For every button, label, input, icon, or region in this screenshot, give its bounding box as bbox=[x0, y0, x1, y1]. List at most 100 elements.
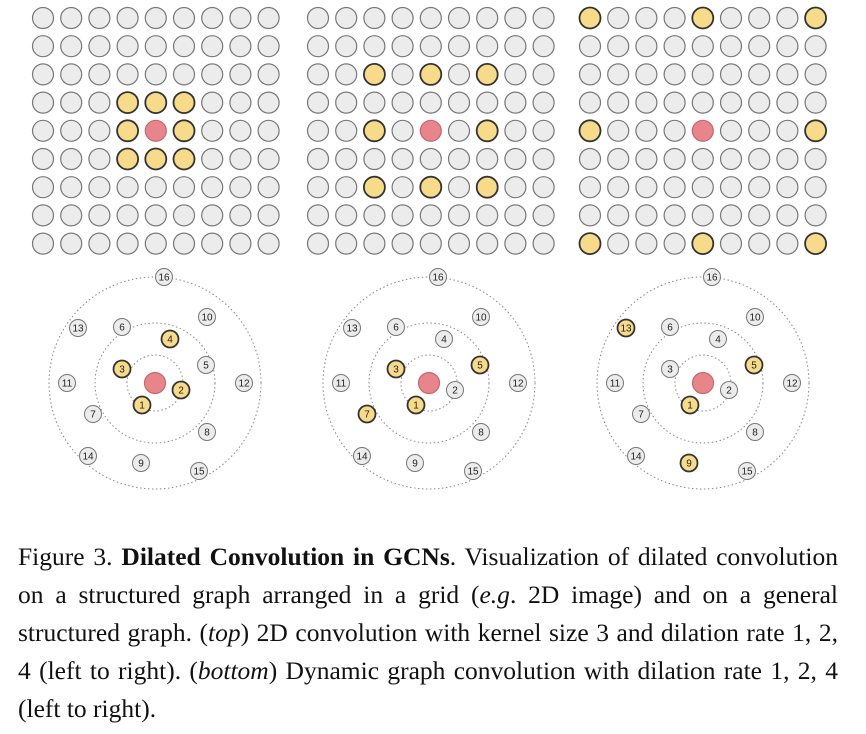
graph-node-label: 13 bbox=[72, 324, 84, 335]
grid-node bbox=[691, 63, 714, 86]
grid-node bbox=[476, 147, 499, 171]
graph-node-7: 7 bbox=[84, 405, 102, 423]
grid-node bbox=[306, 35, 330, 58]
graph-node-label: 16 bbox=[706, 273, 718, 284]
graph-node-circle bbox=[343, 319, 361, 337]
grid-node bbox=[306, 63, 330, 86]
graph-node-11: 11 bbox=[606, 374, 624, 392]
graph-node-label: 1 bbox=[139, 401, 145, 412]
grid-node bbox=[88, 119, 111, 142]
grid-node bbox=[419, 91, 442, 114]
graph-node-circle bbox=[429, 268, 447, 286]
grid-node bbox=[144, 176, 167, 199]
grid-node bbox=[116, 6, 139, 30]
graph-node-circle bbox=[387, 318, 405, 336]
graph-ring-3 bbox=[48, 276, 262, 490]
grid-neighbor-node bbox=[172, 147, 196, 171]
graph-node-label: 6 bbox=[667, 323, 673, 334]
grid-node bbox=[504, 176, 527, 199]
grid-node bbox=[663, 176, 686, 199]
graph-node-circle bbox=[661, 318, 679, 336]
grid-node bbox=[335, 147, 358, 171]
grid-node bbox=[60, 204, 83, 227]
grid-node bbox=[60, 119, 83, 142]
grid-node bbox=[476, 35, 499, 58]
grid-node bbox=[607, 6, 630, 30]
grid-node bbox=[804, 147, 827, 171]
graph-node-label: 13 bbox=[620, 324, 632, 335]
graph-node-label: 1 bbox=[413, 401, 419, 412]
grid-node bbox=[476, 91, 499, 114]
graph-node-label: 11 bbox=[62, 379, 73, 390]
graph-neighbor-circle bbox=[680, 395, 700, 415]
grid-node bbox=[607, 147, 630, 171]
grid-node bbox=[116, 63, 139, 86]
graph-node-label: 11 bbox=[336, 379, 347, 390]
graph-node-label: 12 bbox=[786, 379, 798, 390]
grid-neighbor-node bbox=[144, 147, 168, 171]
grid-node bbox=[257, 147, 280, 171]
grid-node bbox=[663, 119, 686, 142]
grid-node bbox=[419, 6, 442, 30]
grid-node bbox=[391, 91, 414, 114]
grid-node bbox=[447, 176, 471, 199]
graph-node-label: 13 bbox=[346, 324, 358, 335]
grid-node bbox=[335, 35, 358, 58]
grid-node bbox=[719, 6, 743, 30]
grid-node bbox=[447, 63, 471, 86]
graph-node-label: 5 bbox=[751, 361, 757, 372]
graph-node-10: 10 bbox=[746, 308, 764, 326]
grid-node bbox=[229, 176, 252, 199]
grid-node bbox=[476, 204, 499, 227]
grid-node bbox=[419, 35, 442, 58]
grid-node bbox=[663, 232, 686, 255]
grid-node bbox=[776, 35, 799, 58]
grid-node bbox=[363, 147, 386, 171]
graph-node-4: 4 bbox=[160, 329, 180, 349]
grid-node bbox=[776, 91, 799, 114]
grid-node bbox=[776, 119, 799, 142]
graph-node-circle bbox=[703, 268, 721, 286]
graph-center-node bbox=[143, 371, 167, 395]
grid-node bbox=[447, 91, 471, 114]
graph-node-label: 8 bbox=[752, 428, 758, 439]
grid-node bbox=[201, 232, 224, 255]
graph-node-9: 9 bbox=[679, 453, 699, 473]
caption-text-1: . Visualization of dilated convolution o… bbox=[18, 542, 838, 609]
grid-node bbox=[748, 91, 771, 114]
caption-text-3: ) 2D convolution with kernel size 3 and … bbox=[18, 618, 839, 685]
graph-node-label: 16 bbox=[432, 273, 444, 284]
graph-node-circle bbox=[746, 308, 764, 326]
caption-bottom: bottom bbox=[197, 656, 269, 685]
graph-node-circle bbox=[661, 360, 679, 378]
grid-node bbox=[663, 204, 686, 227]
grid-node bbox=[60, 176, 83, 199]
grid-neighbor-node bbox=[144, 91, 168, 114]
graph-neighbor-circle bbox=[386, 359, 406, 379]
graph-node-15: 15 bbox=[464, 462, 482, 480]
grid-neighbor-node bbox=[362, 63, 386, 86]
grid-node bbox=[60, 63, 83, 86]
graph-center-node bbox=[417, 371, 441, 395]
grid-node bbox=[31, 147, 55, 171]
grid-node bbox=[748, 119, 771, 142]
grid-node bbox=[31, 204, 55, 227]
grid-node bbox=[31, 35, 55, 58]
grid-node bbox=[504, 91, 527, 114]
grid-node bbox=[31, 6, 55, 30]
grid-neighbor-node bbox=[116, 147, 139, 171]
grid-node bbox=[532, 35, 555, 58]
grid-node bbox=[172, 6, 196, 30]
grid-node bbox=[144, 35, 167, 58]
grid-node bbox=[748, 6, 771, 30]
graph-node-14: 14 bbox=[79, 447, 97, 465]
grid-node bbox=[391, 63, 414, 86]
grid-node bbox=[748, 232, 771, 255]
grid-node bbox=[306, 204, 330, 227]
graph-node-circle bbox=[709, 330, 727, 348]
grid-node bbox=[532, 6, 555, 30]
grid-node bbox=[635, 6, 658, 30]
grid-node bbox=[419, 147, 442, 171]
